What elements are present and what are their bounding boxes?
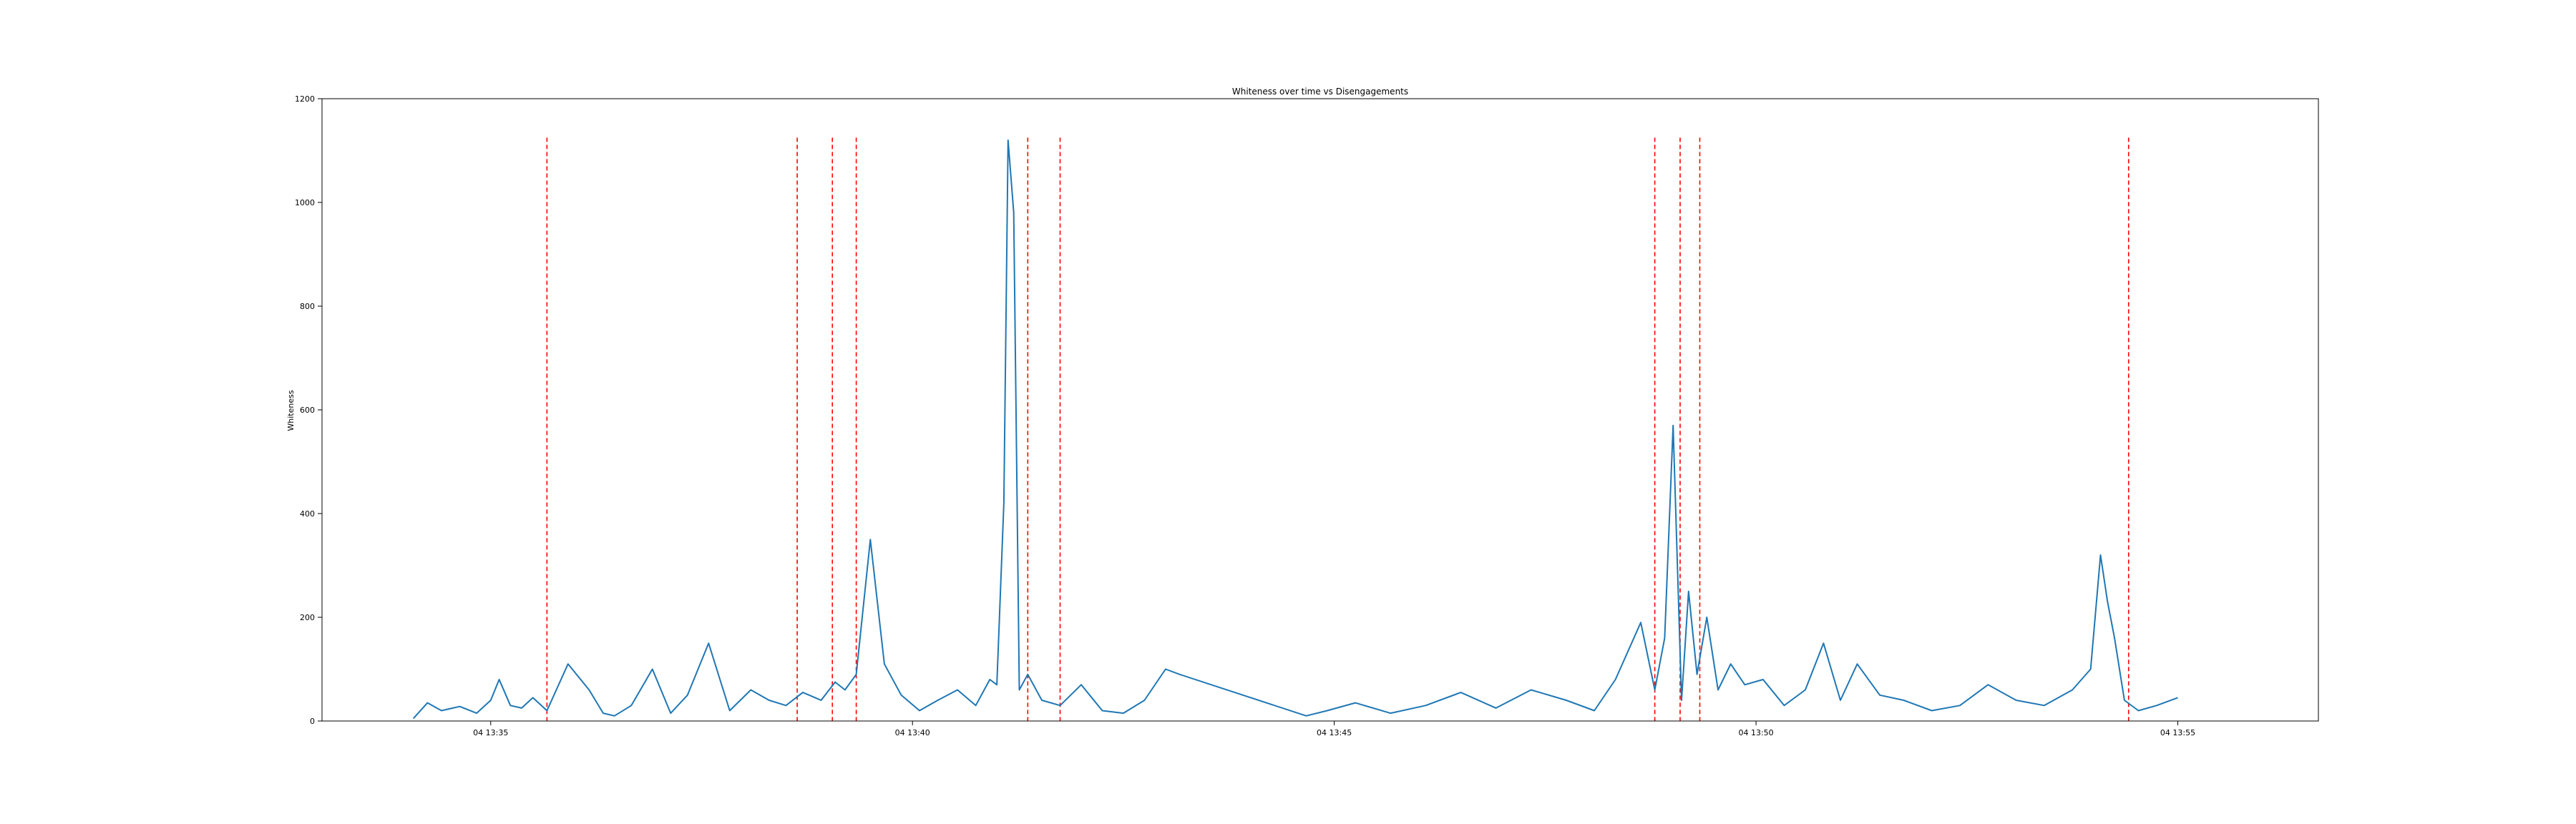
disengagement-lines (546, 137, 2129, 721)
y-tick-label: 600 (300, 406, 315, 415)
y-tick-label: 400 (300, 509, 315, 519)
whiteness-series-line (412, 139, 2178, 720)
y-axis-label: Whiteness (286, 390, 296, 431)
y-tick-label: 200 (300, 613, 315, 622)
y-tick-label: 800 (300, 302, 315, 311)
chart-title: Whiteness over time vs Disengagements (1232, 87, 1408, 97)
x-axis: 04 13:35 04 13:40 04 13:45 04 13:50 04 13:55 (473, 721, 2195, 737)
x-tick-label: 04 13:55 (2160, 728, 2195, 737)
x-tick-label: 04 13:50 (1738, 728, 1773, 737)
plot-frame (321, 98, 2319, 722)
y-tick-label: 0 (310, 717, 315, 726)
y-axis: 0 200 400 600 800 1000 1200 (295, 94, 322, 726)
y-tick-label: 1200 (295, 94, 315, 104)
y-tick-label: 1000 (295, 198, 315, 207)
x-tick-label: 04 13:40 (895, 728, 930, 737)
x-tick-label: 04 13:35 (473, 728, 508, 737)
x-tick-label: 04 13:45 (1317, 728, 1352, 737)
